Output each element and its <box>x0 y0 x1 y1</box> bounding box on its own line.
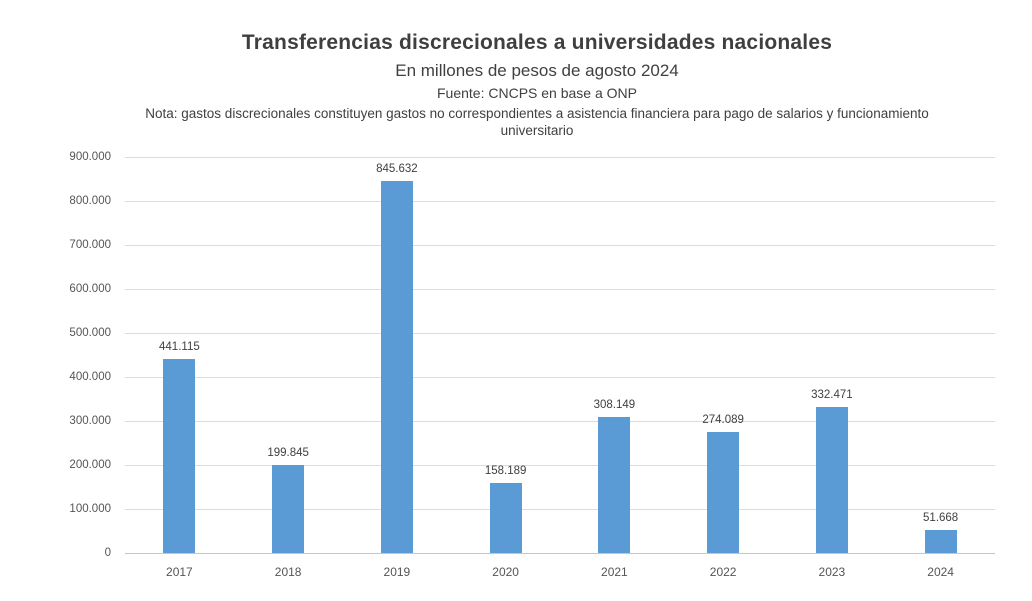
bar-value-label: 332.471 <box>811 389 853 401</box>
bar-2021 <box>598 417 631 553</box>
gridline <box>125 465 995 466</box>
gridline <box>125 157 995 158</box>
y-tick-label: 200.000 <box>69 459 111 471</box>
gridline <box>125 289 995 290</box>
bar-2023 <box>815 407 848 553</box>
bar-value-label: 441.115 <box>159 341 200 353</box>
y-tick-label: 0 <box>104 547 111 559</box>
bar-value-label: 308.149 <box>593 399 636 411</box>
x-tick-label: 2021 <box>601 565 628 579</box>
y-tick-label: 400.000 <box>69 371 111 383</box>
bar-value-label: 845.632 <box>376 163 418 175</box>
y-tick-label: 800.000 <box>69 195 111 207</box>
x-tick-label: 2023 <box>818 565 846 579</box>
bar-2020 <box>489 483 522 553</box>
gridline <box>125 201 995 202</box>
x-tick-label: 2020 <box>492 565 519 579</box>
chart-title: Transferencias discrecionales a universi… <box>241 31 833 54</box>
chart-source: Fuente: CNCPS en base a ONP <box>437 85 637 101</box>
gridline <box>125 421 995 422</box>
bar-2019 <box>380 181 413 553</box>
gridline <box>125 333 995 334</box>
y-tick-label: 300.000 <box>69 415 111 427</box>
bar-2018 <box>272 465 305 553</box>
chart-subtitle: En millones de pesos de agosto 2024 <box>395 61 679 80</box>
x-tick-label: 2024 <box>927 565 954 579</box>
bar-value-label: 274.089 <box>702 414 744 426</box>
gridline <box>125 377 995 378</box>
plot-area: 900.000 800.000 700.000 600.000 500.000 400.0… <box>69 151 995 579</box>
y-tick-label: 900.000 <box>69 151 111 163</box>
x-tick-label: 2017 <box>166 565 193 579</box>
x-tick-label: 2018 <box>274 565 302 579</box>
y-tick-label: 700.000 <box>69 239 111 251</box>
bar-value-label: 158.189 <box>484 465 527 477</box>
gridline <box>125 509 995 510</box>
bar-2024 <box>924 530 957 553</box>
bar-2017 <box>163 359 196 553</box>
bar-value-label: 51.668 <box>923 512 959 524</box>
bar-value-label: 199.845 <box>267 447 309 459</box>
y-tick-label: 500.000 <box>69 327 111 339</box>
y-tick-label: 600.000 <box>69 283 111 295</box>
y-tick-label: 100.000 <box>69 503 111 515</box>
chart-header: Transferencias discrecionales a universi… <box>0 30 1032 139</box>
gridline <box>125 245 995 246</box>
chart-note: Nota: gastos discrecionales constituyen … <box>145 106 929 138</box>
x-tick-label: 2019 <box>383 565 411 579</box>
x-axis-line <box>125 553 995 554</box>
x-tick-label: 2022 <box>709 565 737 579</box>
bar-2022 <box>707 432 740 553</box>
